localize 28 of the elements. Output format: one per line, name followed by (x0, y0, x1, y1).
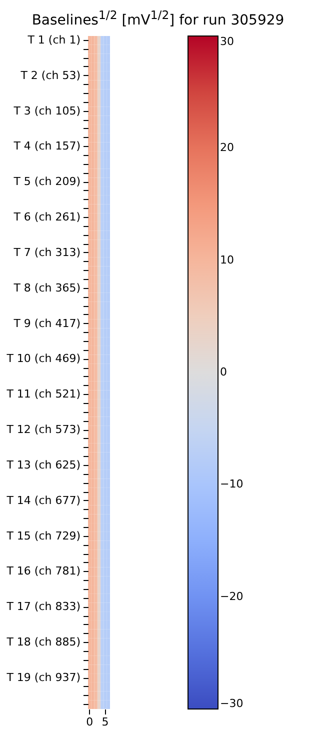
x-tick-label: 5 (102, 716, 109, 728)
y-tick-label: T 3 (ch 105) (12, 104, 80, 118)
y-tick-label: T 13 (ch 625) (6, 458, 80, 472)
y-tick-label: T 15 (ch 729) (6, 529, 80, 542)
color-bar-label: 20 (220, 141, 234, 154)
color-bar-label: −20 (220, 590, 244, 603)
color-bar-label: 30 (220, 35, 234, 48)
y-tick-label: T 8 (ch 365) (12, 281, 80, 294)
color-bar-label: 0 (220, 366, 227, 378)
y-tick-label: T 9 (ch 417) (12, 316, 80, 330)
y-tick-label: T 11 (ch 521) (6, 388, 80, 401)
y-tick-label: T 17 (ch 833) (6, 600, 80, 614)
y-tick-label: T 10 (ch 469) (6, 352, 80, 366)
y-tick-label: T 7 (ch 313) (12, 246, 80, 259)
y-tick-label: T 2 (ch 53) (20, 68, 80, 82)
y-tick-label: T 4 (ch 157) (12, 140, 80, 153)
color-bar-label: −30 (220, 697, 244, 710)
text: Baselines$^{1/2}$ [mV$^{1/2}$] for run 305929 (30, 8, 286, 29)
y-tick-label: T 19 (ch 937) (6, 671, 80, 684)
y-tick-label: T 5 (ch 209) (12, 175, 80, 188)
y-tick-label: T 1 (ch 1) (26, 33, 80, 46)
y-tick-label: T 12 (ch 573) (6, 423, 80, 436)
color-bar-label: −10 (220, 478, 244, 491)
y-tick-label: T 6 (ch 261) (12, 210, 80, 224)
color-bar-label: 10 (220, 253, 234, 266)
y-tick-label: T 18 (ch 885) (6, 636, 80, 649)
y-tick-label: T 14 (ch 677) (6, 494, 80, 507)
y-tick-label: T 16 (ch 781) (6, 564, 80, 578)
